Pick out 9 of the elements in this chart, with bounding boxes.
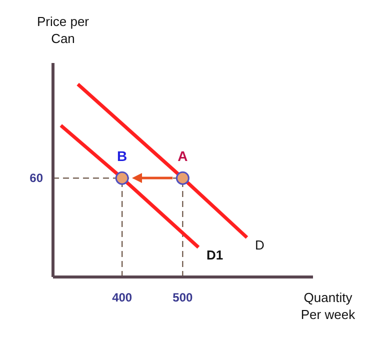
x-tick-label: 400 bbox=[112, 290, 132, 305]
text: 60 bbox=[28, 170, 43, 186]
annotation: B bbox=[116, 148, 128, 164]
annotation: A bbox=[176, 148, 189, 164]
series-label: D bbox=[254, 237, 264, 252]
series-label: D1 bbox=[206, 247, 224, 262]
x-axis-title: Quantity Per week bbox=[300, 289, 356, 323]
x-tick-label: 500 bbox=[172, 290, 194, 305]
y-axis-title: Price per Can bbox=[36, 13, 90, 47]
